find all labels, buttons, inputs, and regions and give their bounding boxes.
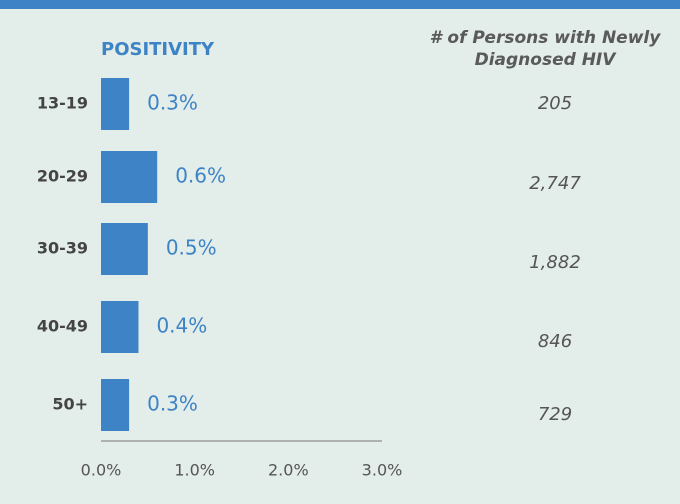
value-label: 0.6% xyxy=(175,164,226,188)
count-label: 729 xyxy=(538,404,572,425)
bar xyxy=(101,301,139,353)
count-label: 205 xyxy=(538,93,572,114)
category-label: 30-39 xyxy=(37,239,88,258)
value-label: 0.3% xyxy=(147,392,198,416)
category-label: 20-29 xyxy=(37,167,88,186)
x-tick-label: 0.0% xyxy=(81,461,122,480)
value-label: 0.5% xyxy=(166,236,217,260)
count-label: 2,747 xyxy=(529,173,581,194)
bar xyxy=(101,151,158,203)
category-label: 40-49 xyxy=(37,317,88,336)
x-tick-label: 3.0% xyxy=(362,461,403,480)
chart-title: POSITIVITY xyxy=(101,39,215,60)
count-label: 1,882 xyxy=(529,252,581,273)
value-label: 0.4% xyxy=(156,314,207,338)
bar xyxy=(101,78,130,130)
header-bar xyxy=(0,0,680,9)
category-label: 13-19 xyxy=(37,94,88,113)
x-tick-label: 2.0% xyxy=(268,461,309,480)
value-label: 0.3% xyxy=(147,91,198,115)
category-label: 50+ xyxy=(52,395,88,414)
bar xyxy=(101,379,130,431)
count-label: 846 xyxy=(538,331,572,352)
x-tick-label: 1.0% xyxy=(174,461,215,480)
bar xyxy=(101,223,148,275)
count-column-title: # of Persons with Newly Diagnosed HIV xyxy=(429,28,661,70)
